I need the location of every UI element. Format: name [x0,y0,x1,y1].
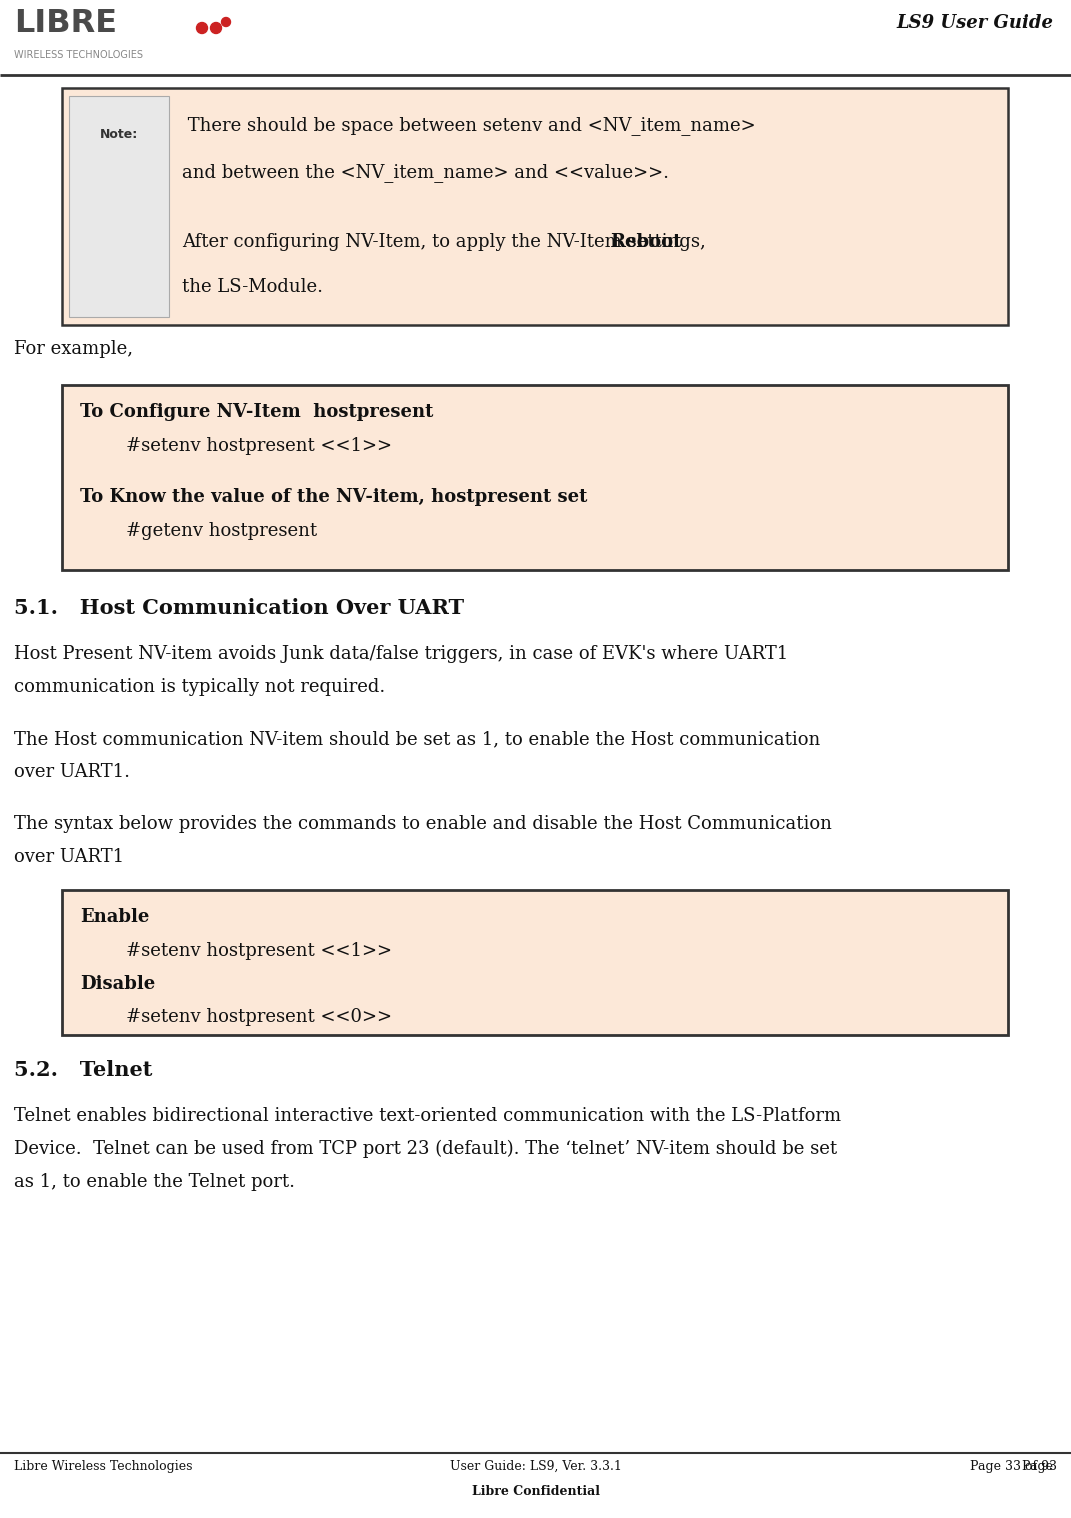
Text: Libre Confidential: Libre Confidential [471,1485,600,1498]
Text: For example,: For example, [14,340,133,358]
Text: Host Present NV-item avoids Junk data/false triggers, in case of EVK's where UAR: Host Present NV-item avoids Junk data/fa… [14,645,788,663]
Text: Page 33 of 93: Page 33 of 93 [970,1460,1057,1472]
Text: 5.2.   Telnet: 5.2. Telnet [14,1060,152,1079]
Text: and between the <NV_item_name> and <<value>>.: and between the <NV_item_name> and <<val… [182,162,669,182]
FancyBboxPatch shape [62,88,1008,325]
Circle shape [222,18,230,26]
Text: To Know the value of the NV-item, hostpresent set: To Know the value of the NV-item, hostpr… [80,487,587,505]
Circle shape [211,23,222,33]
Text: Note:: Note: [100,128,138,141]
Text: The Host communication NV-item should be set as 1, to enable the Host communicat: The Host communication NV-item should be… [14,730,820,748]
Circle shape [196,23,208,33]
Text: LIBRE: LIBRE [14,8,117,39]
Text: over UART1: over UART1 [14,849,124,865]
Text: There should be space between setenv and <NV_item_name>: There should be space between setenv and… [182,115,756,135]
FancyBboxPatch shape [62,386,1008,569]
Text: #getenv hostpresent: #getenv hostpresent [80,522,317,540]
Text: Reboot: Reboot [610,232,681,250]
FancyBboxPatch shape [69,96,169,317]
Text: User Guide: LS9, Ver. 3.3.1: User Guide: LS9, Ver. 3.3.1 [450,1460,621,1472]
Text: The syntax below provides the commands to enable and disable the Host Communicat: The syntax below provides the commands t… [14,815,832,833]
FancyBboxPatch shape [62,890,1008,1035]
Text: #setenv hostpresent <<1>>: #setenv hostpresent <<1>> [80,437,392,455]
Text: Telnet enables bidirectional interactive text-oriented communication with the LS: Telnet enables bidirectional interactive… [14,1107,841,1125]
Text: Enable: Enable [80,908,149,926]
Text: Device.  Telnet can be used from TCP port 23 (default). The ‘telnet’ NV-item sho: Device. Telnet can be used from TCP port… [14,1140,838,1158]
Text: the LS-Module.: the LS-Module. [182,278,323,296]
Text: #setenv hostpresent <<1>>: #setenv hostpresent <<1>> [80,943,392,959]
Text: WIRELESS TECHNOLOGIES: WIRELESS TECHNOLOGIES [14,50,144,61]
Text: Libre Wireless Technologies: Libre Wireless Technologies [14,1460,193,1472]
Text: as 1, to enable the Telnet port.: as 1, to enable the Telnet port. [14,1173,295,1192]
Text: After configuring NV-Item, to apply the NV-Item settings,: After configuring NV-Item, to apply the … [182,232,711,250]
Text: LS9 User Guide: LS9 User Guide [896,14,1053,32]
Text: 5.1.   Host Communication Over UART: 5.1. Host Communication Over UART [14,598,464,618]
Text: To Configure NV-Item  hostpresent: To Configure NV-Item hostpresent [80,402,434,420]
Text: #setenv hostpresent <<0>>: #setenv hostpresent <<0>> [80,1008,392,1026]
Text: communication is typically not required.: communication is typically not required. [14,679,386,695]
Text: over UART1.: over UART1. [14,764,130,780]
Text: Page: Page [1022,1460,1057,1472]
Text: Disable: Disable [80,975,155,993]
